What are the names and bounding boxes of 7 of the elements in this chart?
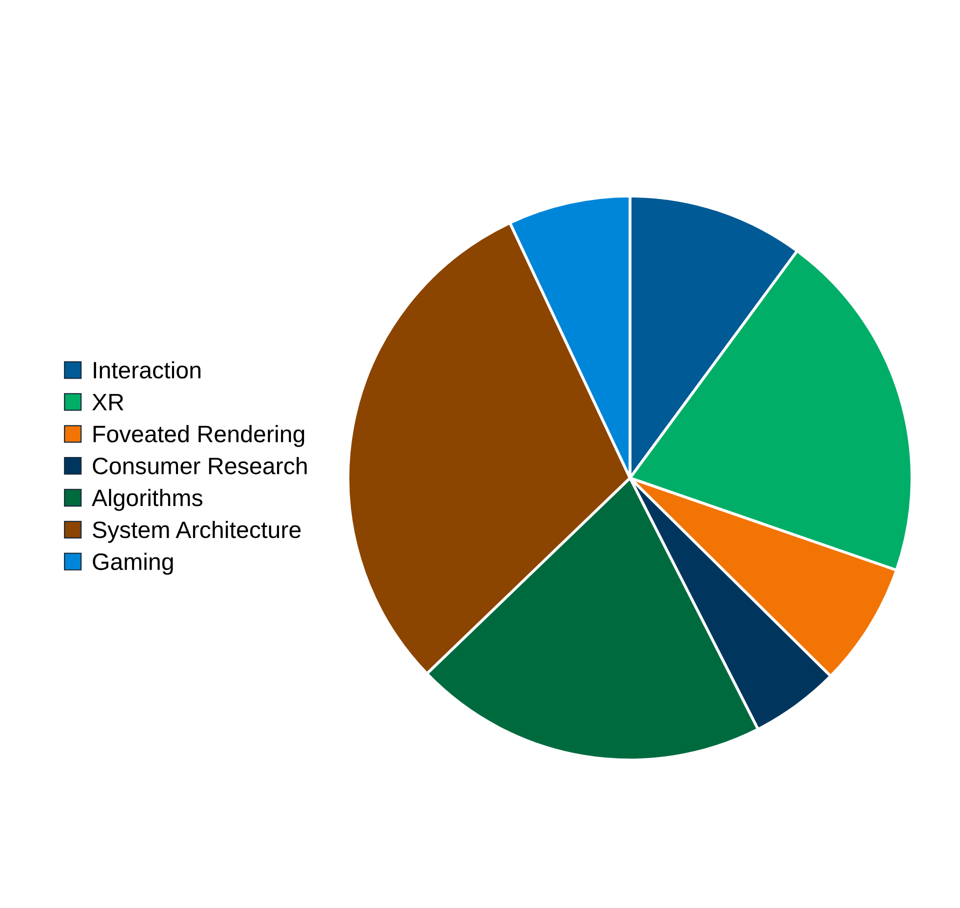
legend-label: Interaction	[94, 361, 200, 379]
legend-label: Foveated Rendering	[94, 425, 304, 448]
legend-label: System Architecture	[92, 520, 301, 543]
legend-label: XR	[92, 394, 124, 410]
legend-label: Algorithms	[92, 488, 202, 511]
legend-label: Consumer Research	[92, 456, 307, 474]
legend-label: Gaming	[92, 552, 173, 575]
